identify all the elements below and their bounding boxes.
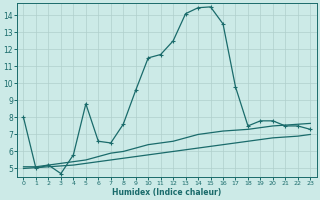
X-axis label: Humidex (Indice chaleur): Humidex (Indice chaleur): [112, 188, 221, 197]
